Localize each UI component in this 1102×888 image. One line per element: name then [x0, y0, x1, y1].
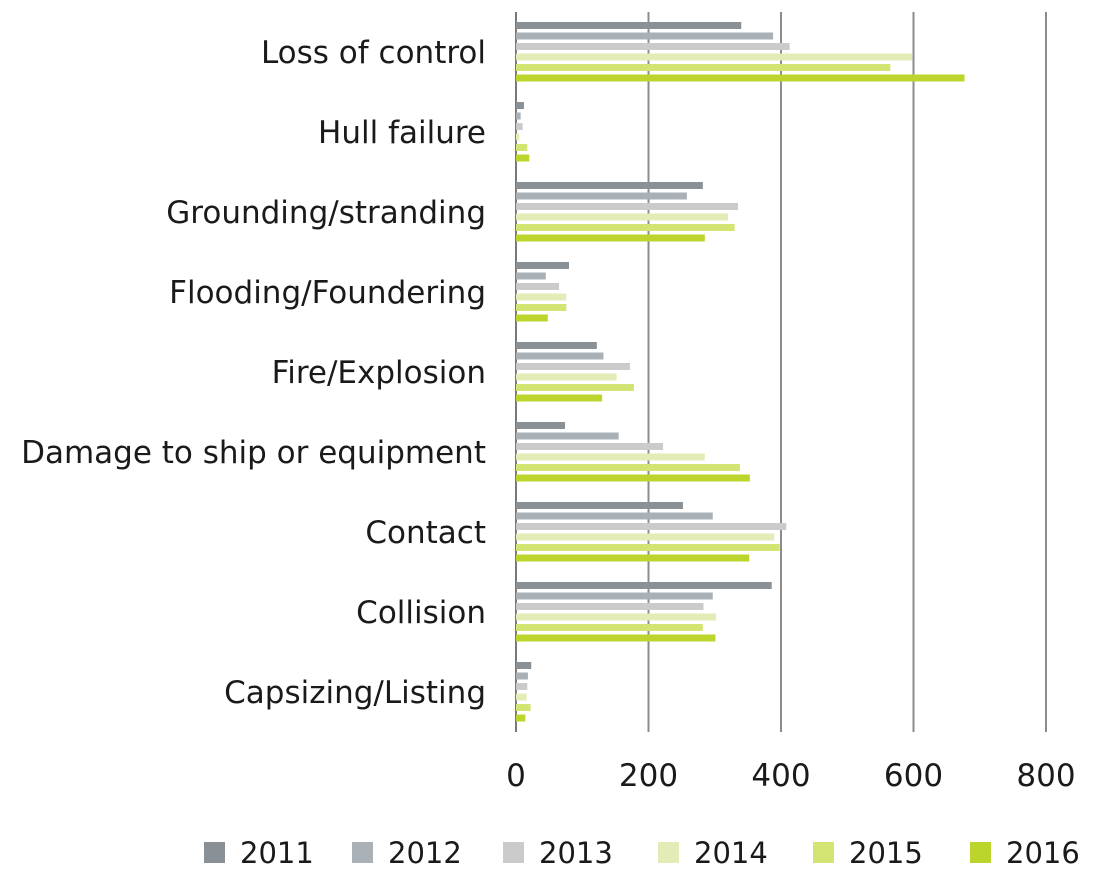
bar-loss-of-control-2013 [516, 43, 790, 50]
x-tick-label: 800 [1016, 758, 1075, 794]
legend-swatch-2011 [204, 842, 225, 863]
bar-hull-failure-2012 [516, 112, 521, 120]
bar-grounding-stranding-2011 [516, 182, 703, 189]
x-tick-label: 0 [506, 758, 526, 794]
legend-swatch-2012 [352, 842, 373, 863]
bar-flooding-foundering-2011 [516, 262, 569, 269]
legend-swatch-2015 [813, 842, 834, 863]
legend-label-2013: 2013 [539, 836, 613, 870]
bar-hull-failure-2015 [516, 144, 528, 151]
bar-capsizing-listing-2012 [516, 672, 528, 680]
bar-collision-2011 [516, 582, 772, 589]
bar-grounding-stranding-2016 [516, 234, 705, 242]
legend-label-2015: 2015 [849, 836, 923, 870]
bar-contact-2015 [516, 544, 780, 551]
bar-damage-to-ship-or-equipment-2016 [516, 474, 750, 482]
bar-contact-2011 [516, 502, 683, 509]
bar-hull-failure-2013 [516, 123, 523, 130]
bar-capsizing-listing-2013 [516, 683, 528, 690]
gridlines [515, 12, 1047, 732]
bar-loss-of-control-2016 [516, 74, 965, 82]
legend-swatch-2014 [658, 842, 679, 863]
category-label: Flooding/Foundering [169, 275, 486, 311]
bar-grounding-stranding-2015 [516, 224, 735, 231]
bar-loss-of-control-2015 [516, 64, 891, 71]
bar-damage-to-ship-or-equipment-2015 [516, 464, 740, 471]
bars [516, 22, 965, 722]
bar-grounding-stranding-2013 [516, 203, 738, 210]
bar-fire-explosion-2014 [516, 373, 617, 381]
bar-fire-explosion-2016 [516, 394, 603, 402]
category-labels: Loss of control Hull failure Grounding/str… [21, 35, 486, 711]
bar-fire-explosion-2012 [516, 352, 604, 360]
bar-collision-2013 [516, 603, 704, 610]
category-label: Hull failure [318, 115, 486, 151]
bar-contact-2013 [516, 523, 787, 530]
bar-flooding-foundering-2013 [516, 283, 560, 290]
bar-damage-to-ship-or-equipment-2014 [516, 453, 705, 461]
category-label: Capsizing/Listing [224, 675, 486, 711]
bar-capsizing-listing-2015 [516, 704, 531, 711]
legend-label-2014: 2014 [694, 836, 768, 870]
category-label: Grounding/stranding [166, 195, 486, 231]
bar-capsizing-listing-2014 [516, 693, 527, 701]
bar-grounding-stranding-2014 [516, 213, 728, 221]
bar-capsizing-listing-2016 [516, 714, 526, 722]
bar-hull-failure-2011 [516, 102, 524, 109]
legend-label-2011: 2011 [240, 836, 314, 870]
bar-flooding-foundering-2012 [516, 272, 546, 280]
bar-flooding-foundering-2014 [516, 293, 567, 301]
bar-contact-2012 [516, 512, 713, 520]
bar-collision-2012 [516, 592, 713, 600]
legend-label-2012: 2012 [388, 836, 462, 870]
legend-swatch-2013 [503, 842, 524, 863]
category-label: Damage to ship or equipment [21, 435, 486, 471]
bar-loss-of-control-2011 [516, 22, 742, 29]
x-axis-tick-labels: 0 200 400 600 800 [506, 758, 1075, 794]
bar-fire-explosion-2013 [516, 363, 630, 370]
bar-damage-to-ship-or-equipment-2011 [516, 422, 566, 429]
legend-swatch-2016 [970, 842, 991, 863]
bar-hull-failure-2016 [516, 154, 530, 162]
category-label: Contact [365, 515, 486, 551]
x-tick-label: 200 [619, 758, 678, 794]
bar-hull-failure-2014 [516, 133, 520, 141]
bar-fire-explosion-2015 [516, 384, 634, 391]
bar-loss-of-control-2012 [516, 32, 774, 40]
bar-contact-2014 [516, 533, 775, 541]
legend: 2011 2012 2013 2014 2015 2016 [204, 836, 1080, 870]
bar-grounding-stranding-2012 [516, 192, 687, 200]
bar-contact-2016 [516, 554, 750, 562]
x-tick-label: 400 [751, 758, 810, 794]
bar-flooding-foundering-2016 [516, 314, 548, 322]
category-label: Collision [356, 595, 486, 631]
bar-capsizing-listing-2011 [516, 662, 532, 669]
bar-fire-explosion-2011 [516, 342, 597, 349]
x-tick-label: 600 [884, 758, 943, 794]
bar-collision-2016 [516, 634, 716, 642]
category-label: Loss of control [261, 35, 486, 71]
bar-flooding-foundering-2015 [516, 304, 567, 311]
bar-damage-to-ship-or-equipment-2012 [516, 432, 619, 440]
legend-label-2016: 2016 [1006, 836, 1080, 870]
bar-loss-of-control-2014 [516, 53, 913, 61]
bar-collision-2014 [516, 613, 717, 621]
bar-damage-to-ship-or-equipment-2013 [516, 443, 664, 450]
bar-collision-2015 [516, 624, 703, 631]
category-label: Fire/Explosion [272, 355, 486, 391]
